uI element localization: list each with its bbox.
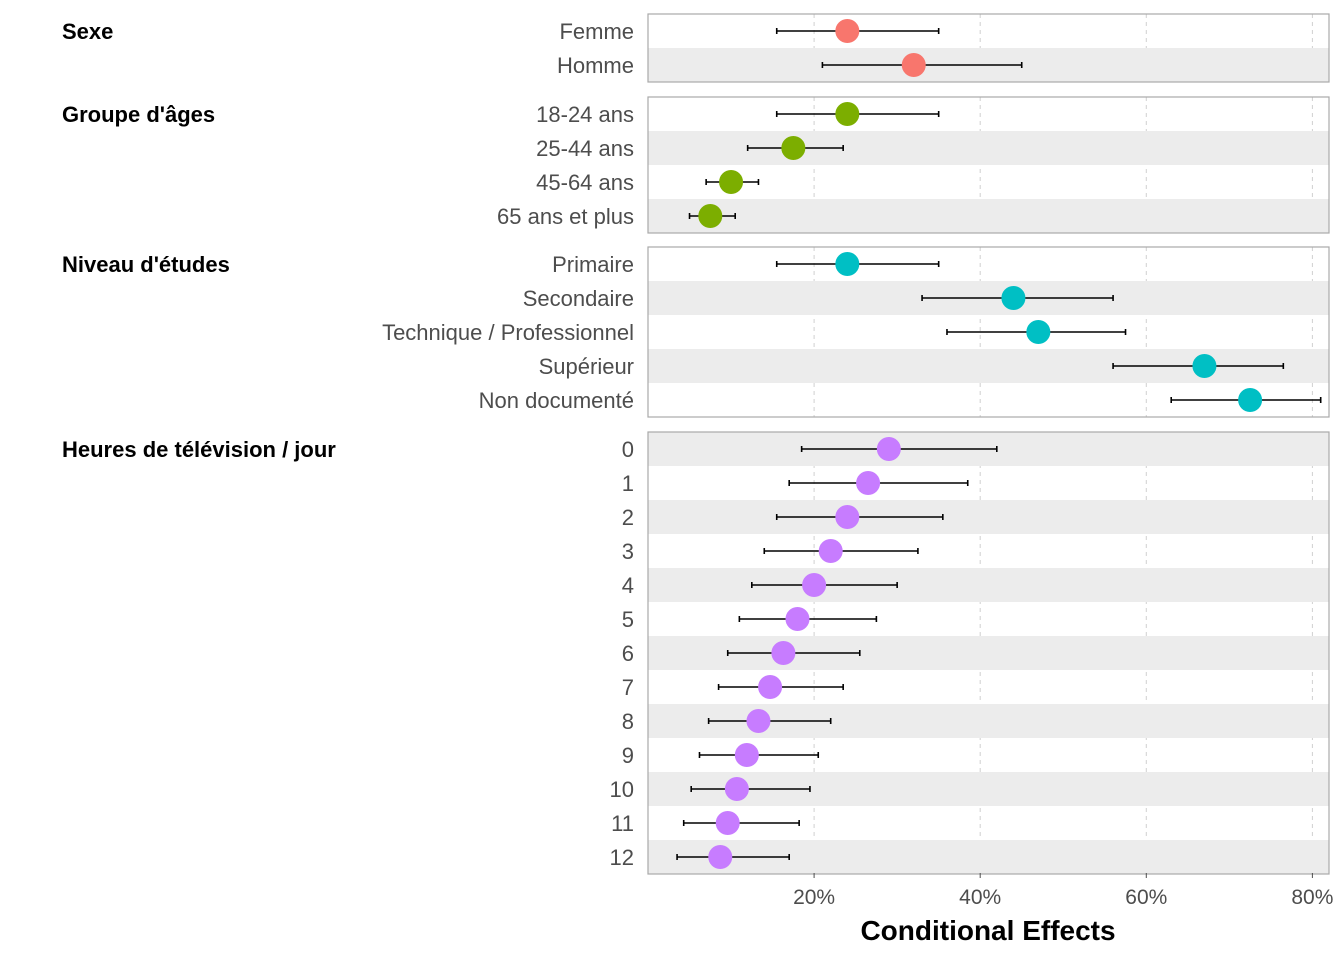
row-label: 3 bbox=[622, 539, 634, 564]
row-label: 2 bbox=[622, 505, 634, 530]
row-label: 6 bbox=[622, 641, 634, 666]
point-estimate bbox=[724, 777, 749, 801]
row-label: 8 bbox=[622, 709, 634, 734]
panel-border bbox=[647, 246, 1330, 418]
point-estimate bbox=[1001, 286, 1026, 310]
panel-layer bbox=[648, 48, 1329, 874]
point-estimate bbox=[734, 743, 759, 767]
x-tick-label: 80% bbox=[1291, 886, 1333, 909]
x-tick-label: 60% bbox=[1125, 886, 1167, 909]
row-label: 1 bbox=[622, 471, 634, 496]
row-label: 4 bbox=[622, 573, 634, 598]
x-axis: 20% 40% 60% 80% bbox=[793, 873, 1333, 909]
row-label: Homme bbox=[557, 53, 634, 78]
row-label: 0 bbox=[622, 437, 634, 462]
group-title: Niveau d'études bbox=[62, 252, 230, 277]
x-tick-label: 40% bbox=[959, 886, 1001, 909]
point-estimate bbox=[1238, 388, 1263, 412]
row-band bbox=[648, 500, 1329, 534]
marks-layer bbox=[647, 13, 1330, 875]
point-estimate bbox=[818, 539, 843, 563]
row-label: Secondaire bbox=[523, 286, 634, 311]
point-estimate bbox=[715, 811, 740, 835]
row-label: 9 bbox=[622, 743, 634, 768]
point-estimate bbox=[771, 641, 796, 665]
group-title: Groupe d'âges bbox=[62, 102, 215, 127]
x-tick-label: 20% bbox=[793, 886, 835, 909]
point-estimate bbox=[835, 19, 860, 43]
panel-border bbox=[647, 13, 1330, 83]
point-estimate bbox=[1192, 354, 1217, 378]
panel-border bbox=[647, 96, 1330, 234]
row-band bbox=[648, 568, 1329, 602]
row-label: Non documenté bbox=[479, 388, 634, 413]
point-estimate bbox=[802, 573, 827, 597]
point-estimate bbox=[698, 204, 723, 228]
panel-border bbox=[647, 431, 1330, 875]
point-estimate bbox=[785, 607, 810, 631]
group-title: Heures de télévision / jour bbox=[62, 437, 336, 462]
point-estimate bbox=[719, 170, 744, 194]
point-estimate bbox=[835, 102, 860, 126]
point-estimate bbox=[856, 471, 881, 495]
row-label: Femme bbox=[559, 19, 634, 44]
row-label: 65 ans et plus bbox=[497, 204, 634, 229]
x-axis-title: Conditional Effects bbox=[860, 915, 1115, 946]
row-band bbox=[648, 199, 1329, 233]
row-label: Primaire bbox=[552, 252, 634, 277]
row-label: 7 bbox=[622, 675, 634, 700]
point-estimate bbox=[781, 136, 806, 160]
row-label: 12 bbox=[610, 845, 634, 870]
point-estimate bbox=[835, 505, 860, 529]
point-estimate bbox=[876, 437, 901, 461]
row-label: 18-24 ans bbox=[536, 102, 634, 127]
row-label: 25-44 ans bbox=[536, 136, 634, 161]
row-label: 5 bbox=[622, 607, 634, 632]
row-label: Technique / Professionnel bbox=[382, 320, 634, 345]
point-estimate bbox=[758, 675, 783, 699]
point-estimate bbox=[901, 53, 926, 77]
row-label: 10 bbox=[610, 777, 634, 802]
point-estimate bbox=[835, 252, 860, 276]
point-estimate bbox=[708, 845, 733, 869]
row-label: Supérieur bbox=[539, 354, 634, 379]
group-title: Sexe bbox=[62, 19, 113, 44]
row-label: 45-64 ans bbox=[536, 170, 634, 195]
label-layer: Sexe Femme Homme Groupe d'âges 18-24 ans 25-4… bbox=[62, 19, 634, 870]
point-estimate bbox=[1026, 320, 1051, 344]
row-label: 11 bbox=[611, 811, 634, 836]
point-estimate bbox=[746, 709, 771, 733]
